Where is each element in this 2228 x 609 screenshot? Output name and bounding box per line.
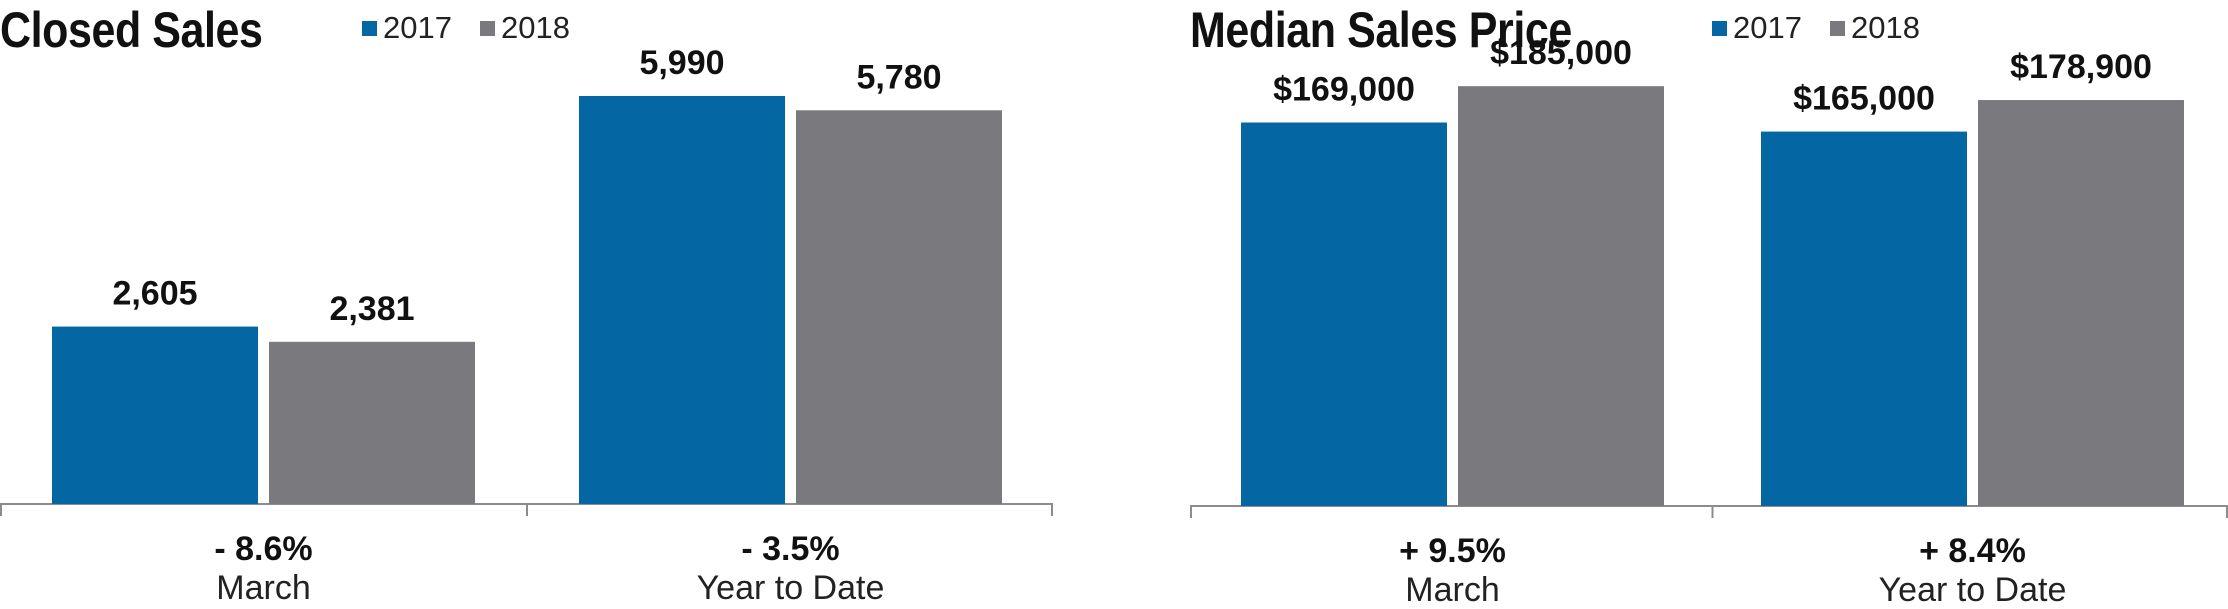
category-label: Year to Date <box>697 569 885 607</box>
bar-2017-year-to-date <box>1761 131 1967 507</box>
category-label: March <box>216 569 310 607</box>
bar-value-label: $178,900 <box>2010 48 2152 86</box>
bar-value-label: 5,990 <box>639 44 724 82</box>
median-sales-price-plot: $169,000 $185,000 + 9.5%March $165,000 $178,… <box>1190 34 2228 609</box>
bar-value-label: 5,780 <box>856 58 941 96</box>
legend-item-2017: 2017 <box>1712 10 1802 46</box>
bar-2018-march <box>1458 86 1664 506</box>
bar-value-label: 2,381 <box>329 290 414 328</box>
bar-value-label: $169,000 <box>1273 71 1415 109</box>
percent-change-label: + 8.4% <box>1919 532 2026 570</box>
bar-2018-march <box>269 341 475 504</box>
legend-item-2018: 2018 <box>479 10 570 46</box>
bar-2017-march <box>1241 122 1447 506</box>
closed-sales-title: Closed Sales <box>0 2 263 58</box>
legend-label-2017: 2017 <box>1733 10 1802 45</box>
legend-swatch-2018 <box>1829 20 1845 36</box>
percent-change-label: - 3.5% <box>741 530 839 568</box>
percent-change-label: + 9.5% <box>1399 532 1506 570</box>
bar-value-label: 2,605 <box>112 275 197 313</box>
legend-label-2018: 2018 <box>1850 10 1920 45</box>
category-label: March <box>1405 571 1499 609</box>
bar-2018-year-to-date <box>796 110 1002 504</box>
bar-2017-year-to-date <box>579 95 785 504</box>
legend-swatch-2017 <box>362 20 377 36</box>
percent-change-label: - 8.6% <box>214 530 312 568</box>
median-sales-price-panel: Median Sales Price 2017 2018 $169,000 $18… <box>1190 0 2228 609</box>
bar-2018-year-to-date <box>1978 100 2184 507</box>
median-sales-price-title: Median Sales Price <box>1190 2 1572 58</box>
legend-item-2017: 2017 <box>362 10 452 46</box>
median-sales-price-legend: 2017 2018 <box>1712 10 1948 46</box>
legend-swatch-2018 <box>479 20 495 36</box>
legend-item-2018: 2018 <box>1829 10 1920 46</box>
closed-sales-panel: Closed Sales 2017 2018 2,605 2,381 - 8.6% M… <box>0 0 1060 609</box>
bar-value-label: $185,000 <box>1490 34 1632 72</box>
closed-sales-plot: 2,605 2,381 - 8.6%March 5,990 5,780 - 3.5%Yea… <box>0 44 1053 607</box>
closed-sales-legend: 2017 2018 <box>362 10 598 46</box>
legend-label-2018: 2018 <box>500 10 570 45</box>
bar-value-label: $165,000 <box>1793 80 1935 118</box>
legend-swatch-2017 <box>1712 20 1727 36</box>
legend-label-2017: 2017 <box>383 10 452 45</box>
bar-2017-march <box>52 326 258 504</box>
category-label: Year to Date <box>1879 571 2067 609</box>
